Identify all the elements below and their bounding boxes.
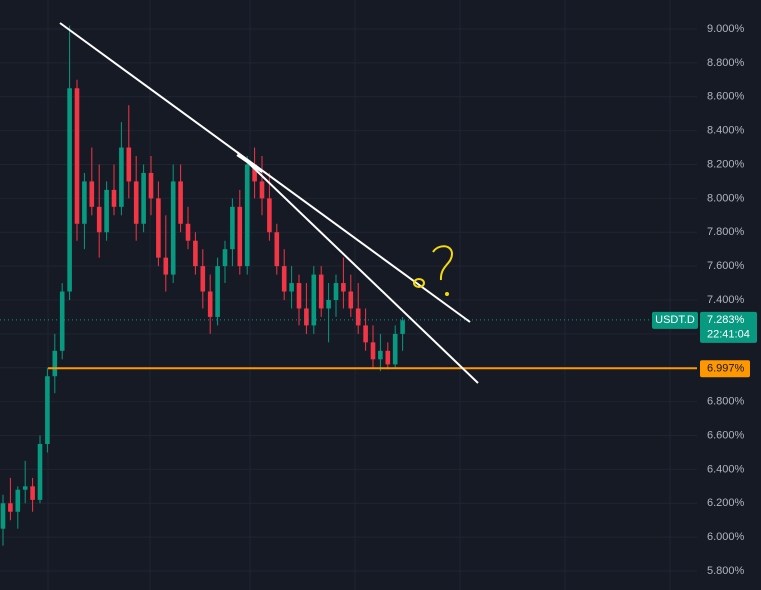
candle-body [185, 223, 191, 241]
countdown-label: 22:41:04 [707, 329, 750, 341]
y-tick-label: 6.000% [707, 531, 745, 543]
candle-body [222, 249, 228, 267]
candle-body [207, 291, 213, 317]
candle-body [15, 489, 21, 512]
badges: USDT.D 7.283% 22:41:04 6.997% [652, 311, 757, 378]
candle-body [252, 164, 257, 182]
trendline [236, 151, 479, 384]
y-tick-label: 8.400% [707, 125, 745, 137]
candle-body [363, 325, 368, 343]
candle-body [400, 320, 405, 334]
level-label: 6.997% [707, 363, 745, 375]
candle-body [22, 486, 28, 490]
trendline [236, 154, 263, 173]
y-tick-label: 6.400% [707, 463, 745, 475]
scribble-dot [445, 292, 449, 296]
candle-body [67, 88, 72, 292]
candle-body [200, 266, 206, 292]
candle-body [8, 503, 13, 512]
candle-body [133, 181, 139, 224]
levels [0, 319, 697, 370]
candle-body [296, 283, 302, 309]
candle-body [37, 443, 43, 500]
y-tick-label: 7.800% [707, 226, 745, 238]
candle-body [259, 181, 265, 199]
candle-body [385, 350, 391, 365]
candle-body [274, 232, 280, 267]
y-tick-label: 8.800% [707, 57, 745, 69]
candle-body [45, 376, 50, 444]
candle-body [281, 266, 287, 292]
y-tick-label: 8.000% [707, 192, 745, 204]
symbol-label: USDT.D [655, 314, 695, 326]
candle-body [148, 172, 154, 199]
candle-body [267, 198, 272, 233]
candle-body [348, 291, 354, 309]
candle-body [156, 198, 161, 258]
y-tick-label: 7.400% [707, 294, 745, 306]
candle-body [89, 181, 95, 207]
y-tick-label: 8.600% [707, 91, 745, 103]
y-tick-label: 5.800% [707, 565, 745, 577]
candle-body [111, 189, 117, 207]
candle-body [82, 181, 87, 224]
scribble-circle [413, 278, 425, 288]
candle-body [52, 350, 58, 377]
candle-body [355, 308, 361, 326]
scribble-question [432, 245, 454, 281]
price-axis [697, 0, 761, 590]
symbol-badge [652, 311, 698, 329]
scribble [413, 245, 454, 296]
candle-body [289, 283, 294, 292]
last-price-label: 7.283% [707, 314, 745, 326]
y-tick-label: 6.600% [707, 429, 745, 441]
candle-body [163, 257, 169, 275]
candle-body [326, 299, 331, 309]
candle-body [341, 283, 346, 292]
candle-body [178, 181, 183, 224]
candle-body [0, 503, 6, 529]
trendline [59, 22, 471, 323]
candle-body [237, 206, 243, 267]
candle-body [333, 283, 339, 300]
candle-body [304, 308, 309, 326]
candle-body [104, 189, 109, 233]
candle-body [141, 172, 146, 224]
drawings [59, 22, 479, 384]
level-badge [700, 360, 750, 378]
candle-body [392, 333, 398, 365]
y-tick-label: 7.600% [707, 260, 745, 272]
y-tick-label: 8.200% [707, 158, 745, 170]
candle-body [193, 240, 198, 267]
y-tick-label: 9.000% [707, 23, 745, 35]
candle-body [311, 274, 317, 326]
y-tick-label: 6.200% [707, 497, 745, 509]
candle-body [170, 181, 176, 275]
candle-body [318, 274, 324, 309]
candle-body [230, 206, 235, 250]
candle-body [96, 206, 102, 233]
candle-body [244, 164, 250, 267]
vertical-grid [47, 0, 671, 590]
price-badge [700, 311, 757, 343]
candle-body [215, 266, 220, 317]
candle-body [378, 350, 383, 360]
y-tick-label: 6.800% [707, 396, 745, 408]
candle-body [126, 147, 132, 182]
candle-body [370, 342, 376, 360]
candles [0, 25, 405, 546]
candle-body [74, 88, 80, 224]
candle-body [30, 486, 35, 500]
candle-body [119, 147, 124, 207]
candle-body [59, 291, 65, 351]
